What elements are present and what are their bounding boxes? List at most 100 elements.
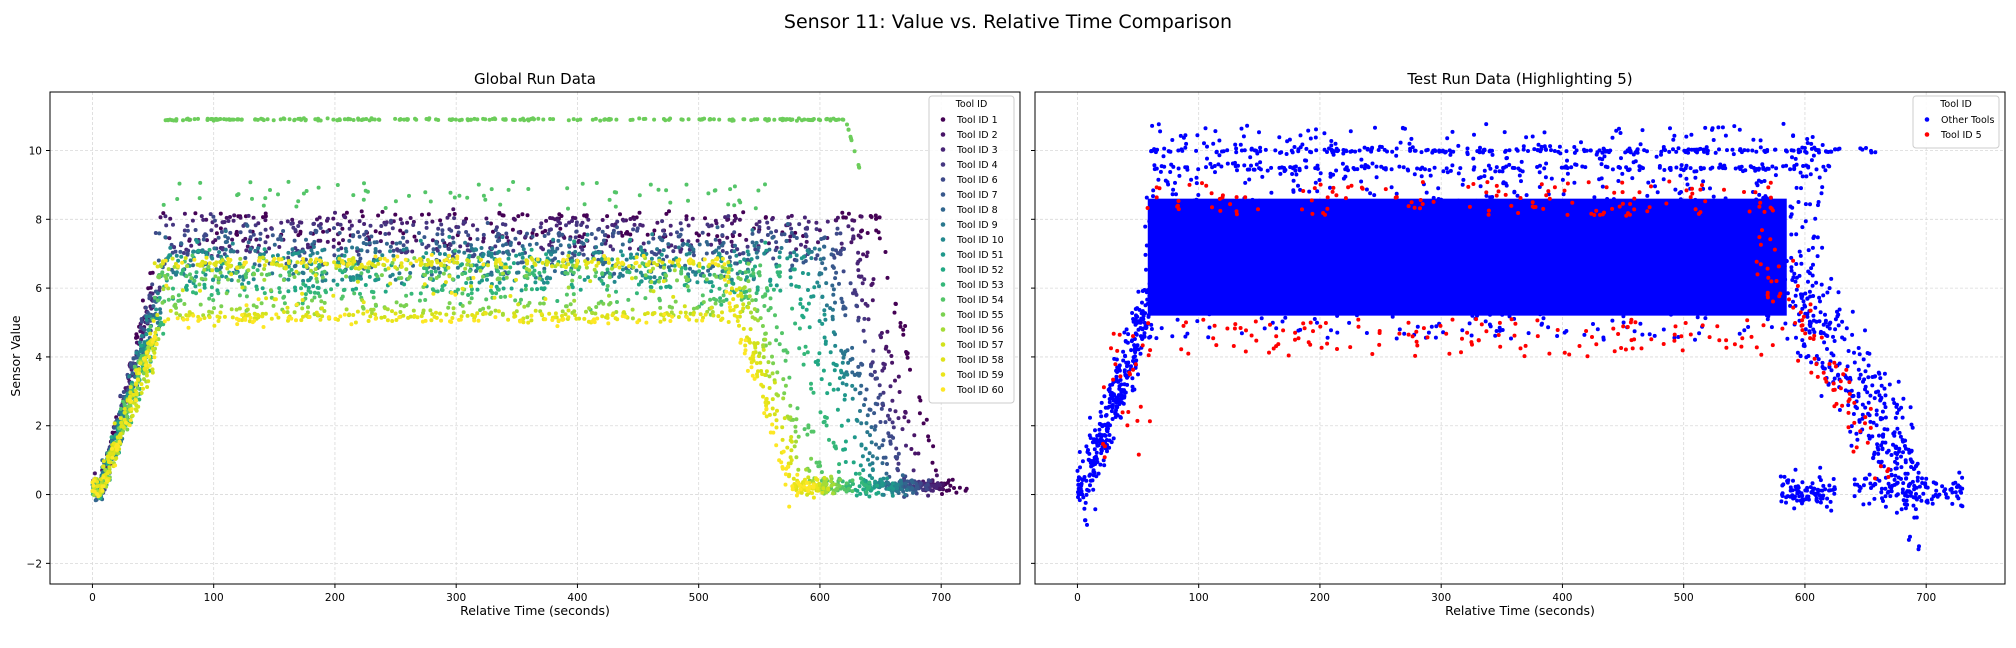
- data-point: [599, 242, 604, 247]
- x-tick-label: 100: [204, 592, 224, 604]
- data-point: [908, 367, 912, 372]
- data-point: [228, 249, 233, 254]
- data-point: [1475, 313, 1479, 318]
- data-point: [185, 317, 190, 322]
- data-point: [867, 407, 872, 412]
- data-point: [117, 439, 122, 444]
- data-point: [232, 213, 237, 218]
- data-point: [825, 391, 830, 396]
- data-point: [1162, 204, 1167, 209]
- data-point: [1610, 167, 1615, 172]
- data-point: [134, 392, 139, 397]
- data-point: [418, 257, 423, 262]
- data-point: [709, 280, 714, 285]
- data-point: [411, 223, 416, 227]
- data-point: [741, 302, 746, 307]
- data-point: [880, 461, 885, 466]
- data-point: [255, 268, 260, 273]
- data-point: [893, 409, 898, 414]
- data-point: [1623, 287, 1628, 292]
- data-point: [1405, 250, 1410, 255]
- data-point: [171, 222, 175, 227]
- data-point: [1217, 153, 1222, 158]
- data-point: [394, 241, 399, 246]
- data-point: [594, 263, 599, 268]
- data-point: [388, 249, 393, 254]
- data-point: [220, 220, 225, 225]
- data-point: [925, 482, 930, 487]
- data-point: [602, 233, 607, 238]
- data-point: [397, 271, 402, 276]
- data-point: [430, 238, 435, 243]
- y-tick-label: −2: [27, 558, 42, 570]
- y-tick-label: 8: [35, 214, 42, 226]
- data-point: [556, 318, 561, 323]
- data-point: [275, 253, 280, 258]
- data-point: [771, 256, 776, 261]
- data-point: [796, 434, 801, 439]
- data-point: [676, 245, 681, 250]
- data-point: [726, 320, 731, 324]
- data-point: [774, 418, 779, 423]
- data-point: [524, 273, 529, 278]
- data-point: [414, 238, 419, 243]
- data-point: [144, 373, 149, 378]
- data-point: [220, 247, 225, 252]
- data-point: [100, 488, 105, 493]
- data-point: [1632, 329, 1637, 334]
- data-point: [355, 276, 360, 281]
- data-point: [329, 287, 334, 292]
- data-point: [710, 310, 715, 314]
- y-tick-label: 4: [35, 352, 42, 364]
- data-point: [101, 464, 106, 469]
- data-point: [1820, 185, 1825, 190]
- data-point: [635, 320, 640, 325]
- data-point: [255, 287, 259, 292]
- data-point: [460, 291, 465, 296]
- data-point: [520, 255, 525, 260]
- data-point: [560, 270, 565, 275]
- data-point: [793, 321, 798, 326]
- data-point: [547, 228, 552, 232]
- data-point: [1224, 225, 1229, 230]
- data-point: [154, 342, 159, 347]
- data-point: [514, 253, 519, 258]
- data-point: [237, 261, 242, 266]
- data-point: [843, 393, 847, 398]
- data-point: [184, 117, 189, 122]
- data-point: [533, 262, 538, 267]
- data-point: [906, 419, 911, 424]
- data-point: [398, 240, 403, 245]
- data-point: [184, 274, 189, 279]
- data-point: [240, 285, 245, 290]
- data-point: [550, 216, 555, 221]
- data-point: [664, 284, 669, 289]
- data-point: [899, 487, 904, 492]
- data-point: [160, 261, 165, 266]
- data-point: [568, 237, 573, 242]
- data-point: [127, 423, 132, 428]
- data-point: [324, 290, 328, 295]
- right-panel-title: Test Run Data (Highlighting 5): [1406, 70, 1632, 88]
- data-point: [888, 407, 892, 412]
- dense-point-region: [1147, 198, 1787, 316]
- data-point: [898, 324, 903, 329]
- data-point: [651, 236, 656, 241]
- data-point: [878, 333, 883, 338]
- data-point: [308, 231, 313, 236]
- data-point: [1591, 322, 1595, 326]
- data-point: [544, 259, 549, 264]
- data-point: [314, 230, 318, 235]
- data-point: [130, 413, 135, 418]
- data-point: [831, 287, 836, 292]
- data-point: [651, 289, 656, 294]
- data-point: [335, 183, 340, 187]
- data-point: [163, 214, 168, 219]
- data-point: [268, 188, 272, 192]
- data-point: [1196, 302, 1201, 307]
- data-point: [493, 244, 498, 249]
- data-point: [1576, 219, 1581, 224]
- data-point: [644, 262, 649, 267]
- data-point: [780, 466, 785, 471]
- data-point: [820, 321, 825, 326]
